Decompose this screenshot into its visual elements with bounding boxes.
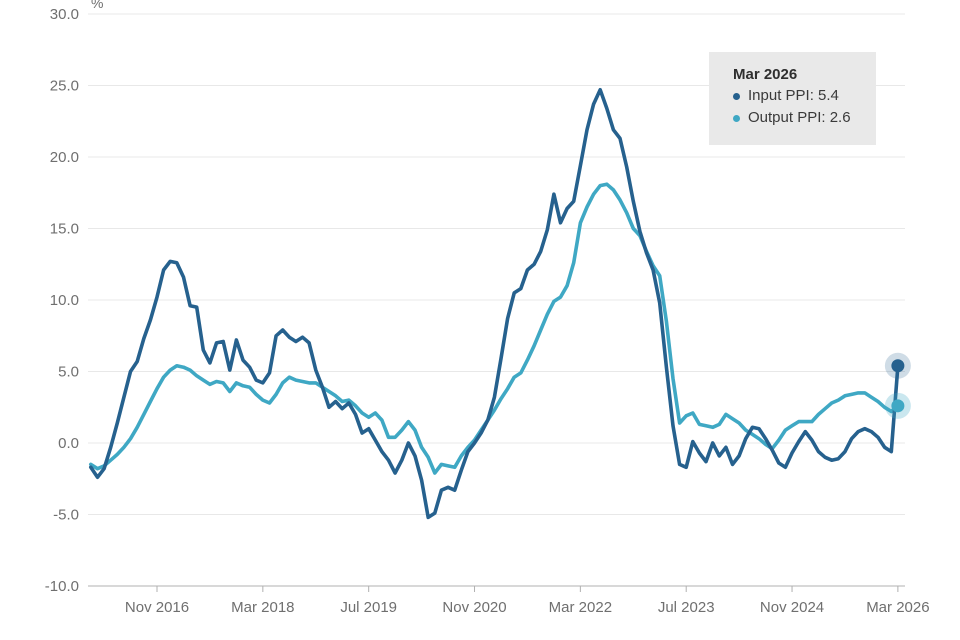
output-ppi-end-marker[interactable] (891, 399, 905, 413)
x-axis-tick-label: Nov 2016 (125, 599, 189, 616)
y-axis-tick-label: -5.0 (53, 507, 79, 524)
x-axis-tick-label: Jul 2023 (658, 599, 715, 616)
y-axis-tick-label: 25.0 (50, 78, 79, 95)
input-ppi-end-marker[interactable] (891, 359, 905, 373)
series-line-output-ppi[interactable] (89, 182, 900, 475)
output-ppi-bullet-icon (733, 114, 740, 122)
y-axis-tick-label: 20.0 (50, 149, 79, 166)
series-line-input-ppi[interactable] (89, 88, 900, 520)
x-axis-tick-label: Nov 2020 (442, 599, 506, 616)
y-axis-tick-label: 0.0 (58, 435, 79, 452)
tooltip-row-input-text: Input PPI: 5.4 (748, 87, 839, 104)
x-axis-tick-label: Mar 2018 (231, 599, 294, 616)
x-axis-tick-label: Nov 2024 (760, 599, 824, 616)
tooltip: Mar 2026 Input PPI: 5.4 Output PPI: 2.6 (709, 52, 876, 145)
tooltip-row-output-text: Output PPI: 2.6 (748, 109, 851, 126)
y-axis-tick-label: 30.0 (50, 6, 79, 23)
input-ppi-bullet-icon (733, 92, 740, 100)
x-axis-tick-label: Mar 2026 (866, 599, 929, 616)
y-axis-tick-label: 10.0 (50, 292, 79, 309)
tooltip-row-output-ppi: Output PPI: 2.6 (733, 107, 866, 129)
x-axis-tick-label: Mar 2022 (549, 599, 612, 616)
tooltip-row-input-ppi: Input PPI: 5.4 (733, 85, 866, 107)
y-axis-tick-label: 5.0 (58, 364, 79, 381)
x-axis-tick-label: Jul 2019 (340, 599, 397, 616)
y-axis-unit-label: % (91, 0, 103, 11)
y-axis-tick-label: -10.0 (45, 578, 79, 595)
y-axis-tick-label: 15.0 (50, 221, 79, 238)
tooltip-title: Mar 2026 (733, 66, 798, 83)
